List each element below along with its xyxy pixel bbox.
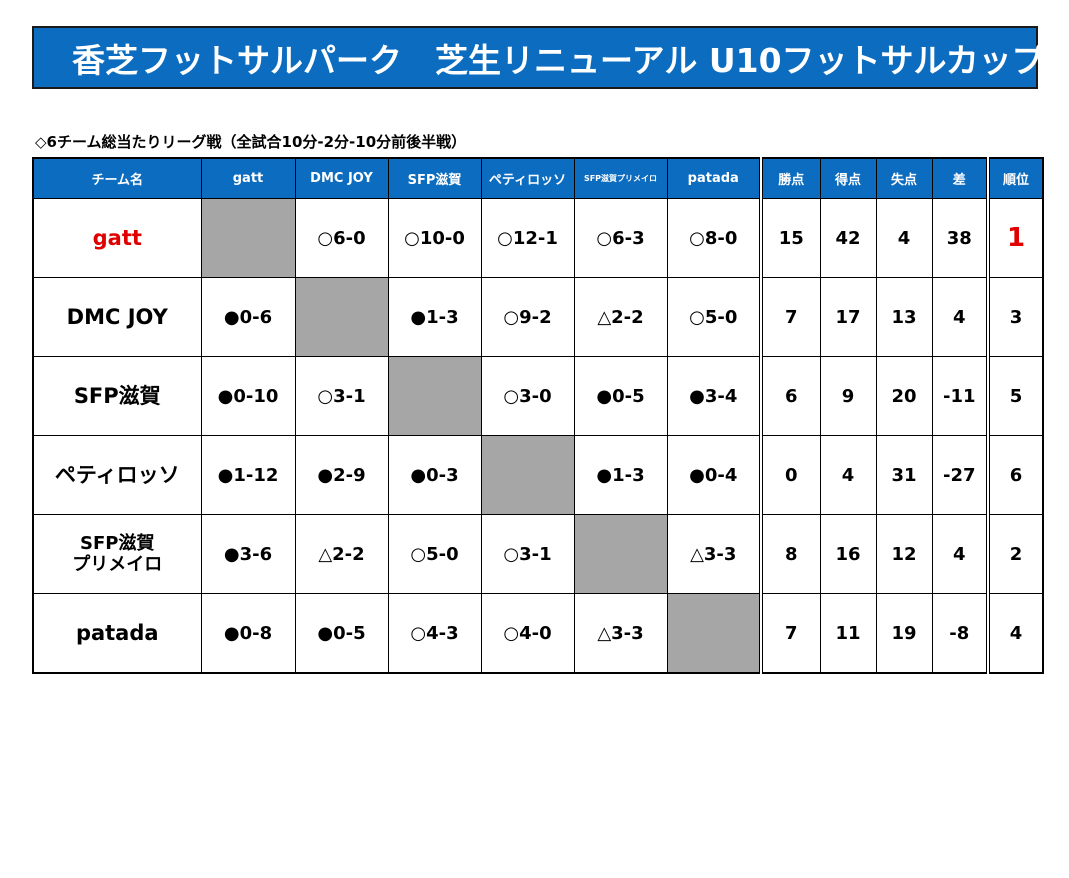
header-team: チーム名 [32, 157, 202, 199]
match-result: △2-2 [573, 277, 668, 357]
match-result: ○3-1 [294, 356, 389, 436]
table-row: DMC JOY ●0-6 ●1-3 ○9-2 △2-2 ○5-0 7 17 13… [32, 277, 1044, 357]
match-result: ●0-8 [200, 593, 296, 674]
self-match-cell [480, 435, 575, 515]
self-match-cell [294, 277, 389, 357]
match-result: ○8-0 [666, 198, 762, 278]
match-result: ●0-10 [200, 356, 296, 436]
team-name: gatt [32, 198, 202, 278]
header-opponent: DMC JOY [294, 157, 389, 199]
match-result: ○4-3 [387, 593, 482, 674]
rank: 4 [986, 593, 1044, 674]
goal-difference: 4 [931, 277, 989, 357]
goal-difference: 4 [931, 514, 989, 594]
goals-for: 11 [819, 593, 877, 674]
match-result: ●0-5 [573, 356, 668, 436]
match-result: ●0-5 [294, 593, 389, 674]
match-result: ○9-2 [480, 277, 575, 357]
goals-against: 19 [875, 593, 933, 674]
match-result: ○5-0 [666, 277, 762, 357]
goal-difference: -27 [931, 435, 989, 515]
match-result: △3-3 [573, 593, 668, 674]
goals-against: 13 [875, 277, 933, 357]
goal-difference: 38 [931, 198, 989, 278]
points: 6 [759, 356, 821, 436]
goals-for: 9 [819, 356, 877, 436]
table-row: patada ●0-8 ●0-5 ○4-3 ○4-0 △3-3 7 11 19 … [32, 593, 1044, 674]
goals-against: 31 [875, 435, 933, 515]
goals-against: 12 [875, 514, 933, 594]
match-result: ●1-12 [200, 435, 296, 515]
goals-for: 16 [819, 514, 877, 594]
points: 0 [759, 435, 821, 515]
match-result: △3-3 [666, 514, 762, 594]
rank: 2 [986, 514, 1044, 594]
header-opponent: SFP滋賀 [387, 157, 482, 199]
team-name: SFP滋賀 [32, 356, 202, 436]
match-result: ●2-9 [294, 435, 389, 515]
match-result: ○6-3 [573, 198, 668, 278]
match-result: △2-2 [294, 514, 389, 594]
self-match-cell [200, 198, 296, 278]
self-match-cell [387, 356, 482, 436]
team-name: ペティロッソ [32, 435, 202, 515]
team-name: patada [32, 593, 202, 674]
table-row: SFP滋賀 プリメイロ ●3-6 △2-2 ○5-0 ○3-1 △3-3 8 16… [32, 514, 1044, 594]
team-name: DMC JOY [32, 277, 202, 357]
goals-for: 42 [819, 198, 877, 278]
match-result: ○3-1 [480, 514, 575, 594]
match-result: ●3-4 [666, 356, 762, 436]
table-row: ペティロッソ ●1-12 ●2-9 ●0-3 ●1-3 ●0-4 0 4 31 … [32, 435, 1044, 515]
header-opponent: gatt [200, 157, 296, 199]
standings-table: チーム名 gatt DMC JOY SFP滋賀 ペティロッソ SFP滋賀プリメイ… [32, 157, 1044, 674]
points: 15 [759, 198, 821, 278]
self-match-cell [573, 514, 668, 594]
self-match-cell [666, 593, 762, 674]
rank: 1 [986, 198, 1044, 278]
goals-for: 4 [819, 435, 877, 515]
match-result: ●0-4 [666, 435, 762, 515]
rank: 5 [986, 356, 1044, 436]
table-row: SFP滋賀 ●0-10 ○3-1 ○3-0 ●0-5 ●3-4 6 9 20 -… [32, 356, 1044, 436]
tournament-format: ◇6チーム総当たりリーグ戦（全試合10分-2分-10分前後半戦） [35, 133, 467, 151]
match-result: ●3-6 [200, 514, 296, 594]
match-result: ○3-0 [480, 356, 575, 436]
points: 7 [759, 593, 821, 674]
rank: 3 [986, 277, 1044, 357]
team-name-line1: SFP滋賀 [80, 533, 155, 554]
match-result: ●1-3 [573, 435, 668, 515]
page-title: 香芝フットサルパーク 芝生リニューアル U10フットサルカップ [72, 40, 1045, 80]
match-result: ○10-0 [387, 198, 482, 278]
header-opponent: ペティロッソ [480, 157, 575, 199]
team-name: SFP滋賀 プリメイロ [32, 514, 202, 594]
match-result: ●1-3 [387, 277, 482, 357]
team-name-line2: プリメイロ [72, 554, 163, 575]
header-opponent: SFP滋賀プリメイロ [573, 157, 668, 199]
header-diff: 差 [931, 157, 989, 199]
goal-difference: -11 [931, 356, 989, 436]
title-bar: 香芝フットサルパーク 芝生リニューアル U10フットサルカップ [32, 26, 1045, 89]
header-rank: 順位 [986, 157, 1044, 199]
header-row: チーム名 gatt DMC JOY SFP滋賀 ペティロッソ SFP滋賀プリメイ… [32, 157, 1044, 199]
match-result: ●0-3 [387, 435, 482, 515]
points: 8 [759, 514, 821, 594]
goals-against: 20 [875, 356, 933, 436]
match-result: ○4-0 [480, 593, 575, 674]
match-result: ○6-0 [294, 198, 389, 278]
header-goals-for: 得点 [819, 157, 877, 199]
match-result: ○12-1 [480, 198, 575, 278]
rank: 6 [986, 435, 1044, 515]
header-points: 勝点 [759, 157, 821, 199]
table-row: gatt ○6-0 ○10-0 ○12-1 ○6-3 ○8-0 15 42 4 … [32, 198, 1044, 278]
match-result: ●0-6 [200, 277, 296, 357]
goal-difference: -8 [931, 593, 989, 674]
match-result: ○5-0 [387, 514, 482, 594]
points: 7 [759, 277, 821, 357]
goals-against: 4 [875, 198, 933, 278]
header-opponent: patada [666, 157, 762, 199]
header-goals-against: 失点 [875, 157, 933, 199]
goals-for: 17 [819, 277, 877, 357]
